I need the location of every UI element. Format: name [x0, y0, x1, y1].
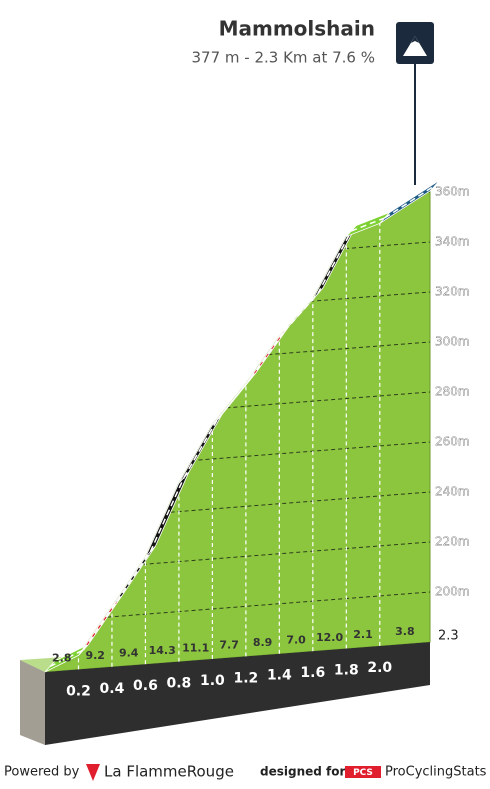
center-dash: [49, 649, 84, 668]
gradient-label: 11.1: [182, 641, 209, 654]
y-tick-label: 300m: [435, 335, 470, 349]
summit-icon: [396, 22, 434, 64]
x-tick-label: 2.0: [367, 660, 392, 676]
brand-logo: [86, 764, 100, 781]
x-tick-label: 1.2: [233, 670, 258, 686]
x-tick-label: 1.4: [267, 668, 292, 684]
gradient-label: 8.9: [253, 636, 273, 649]
x-tick-label: 1.8: [334, 663, 359, 679]
center-dash: [149, 477, 185, 552]
y-tick-label: 320m: [435, 285, 470, 299]
base-top: [20, 632, 430, 672]
gradient-label: 14.3: [149, 644, 176, 657]
grid-line: [45, 191, 430, 223]
pcs-badge: PCS: [353, 768, 373, 778]
x-tick-label: 0.6: [133, 678, 158, 694]
x-tick-label: 1.0: [200, 673, 225, 689]
chart-subtitle: 377 m - 2.3 Km at 7.6 %: [191, 49, 375, 67]
gradient-label: 7.0: [286, 633, 306, 646]
x-tick-label: 0.4: [100, 681, 125, 697]
profile-face: [44, 190, 431, 673]
y-tick-label: 240m: [435, 485, 470, 499]
center-dash: [183, 419, 219, 478]
gradient-label: 3.8: [395, 625, 415, 638]
y-tick-label: 260m: [435, 435, 470, 449]
footer-text: Powered by: [4, 765, 80, 780]
side-wall: [20, 660, 45, 745]
plot: 200m 220m 240m 260m 280m 300m 320m 340m 360m 0.2 0…: [20, 64, 470, 745]
gradient-label: 2.1: [353, 628, 373, 641]
y-tick-label: 200m: [435, 585, 470, 599]
gradient-label: 12.0: [316, 631, 343, 644]
y-tick-label: 220m: [435, 535, 470, 549]
gradient-label: 9.2: [85, 649, 105, 662]
pcs-name: ProCyclingStats: [385, 765, 487, 780]
center-dash: [216, 377, 252, 420]
gradient-label: 9.4: [119, 646, 139, 659]
x-tick-label: 2.3: [438, 629, 459, 644]
brand-name: La FlammeRouge: [104, 763, 234, 781]
x-tick-label: 0.2: [66, 683, 91, 699]
gradient-label: 2.8: [52, 652, 72, 665]
footer-text: designed for: [260, 765, 345, 779]
y-tick-label: 280m: [435, 385, 470, 399]
y-tick-label: 340m: [435, 235, 470, 249]
x-tick-label: 0.8: [167, 676, 192, 692]
footer: Powered by La FlammeRouge designed for P…: [4, 763, 487, 781]
pcs-badge-bg: [345, 766, 381, 778]
center-dash: [317, 230, 352, 294]
x-tick-label: 1.6: [300, 665, 325, 681]
grid-line: [45, 591, 430, 623]
chart-title: Mammolshain: [219, 17, 375, 41]
base-band: [45, 642, 430, 745]
y-tick-label: 360m: [435, 185, 470, 199]
center-dash: [351, 217, 386, 232]
center-dash: [283, 293, 319, 332]
gradient-label: 7.7: [219, 639, 239, 652]
